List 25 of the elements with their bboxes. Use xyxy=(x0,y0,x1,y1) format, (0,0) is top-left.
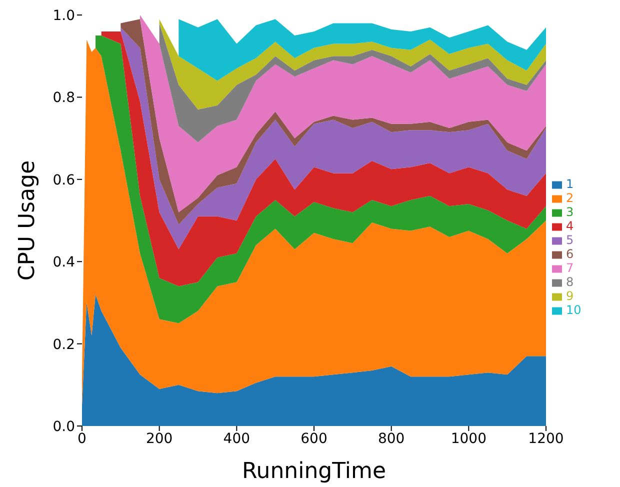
x-axis-title: RunningTime xyxy=(242,459,386,484)
legend-label: 6 xyxy=(566,247,574,261)
legend-label: 1 xyxy=(566,177,574,191)
legend-label: 3 xyxy=(566,205,574,219)
y-tick-label: 0.4 xyxy=(52,254,76,271)
x-tick-label: 600 xyxy=(300,430,328,447)
y-tick-label: 0.2 xyxy=(52,336,75,353)
x-tick-label: 400 xyxy=(223,430,250,447)
legend-label: 5 xyxy=(566,233,574,247)
y-tick-label: 0.6 xyxy=(52,172,76,188)
legend-label: 8 xyxy=(566,275,574,289)
legend-label: 7 xyxy=(566,261,574,275)
y-tick-label: 0.8 xyxy=(52,90,75,106)
x-tick-label: 1000 xyxy=(450,430,486,447)
y-tick-label: 1.0 xyxy=(52,8,75,24)
legend-label: 10 xyxy=(566,303,582,317)
x-tick-label: 800 xyxy=(378,430,405,447)
legend-label: 2 xyxy=(566,191,574,205)
x-tick-label: 200 xyxy=(146,430,173,447)
x-tick-label: 0 xyxy=(78,430,86,447)
legend-label: 4 xyxy=(566,219,574,233)
x-tick-label: 1200 xyxy=(528,430,564,447)
legend-label: 9 xyxy=(566,289,574,303)
y-axis-title: CPU Usage xyxy=(14,160,40,281)
y-tick-label: 0.0 xyxy=(52,418,75,435)
